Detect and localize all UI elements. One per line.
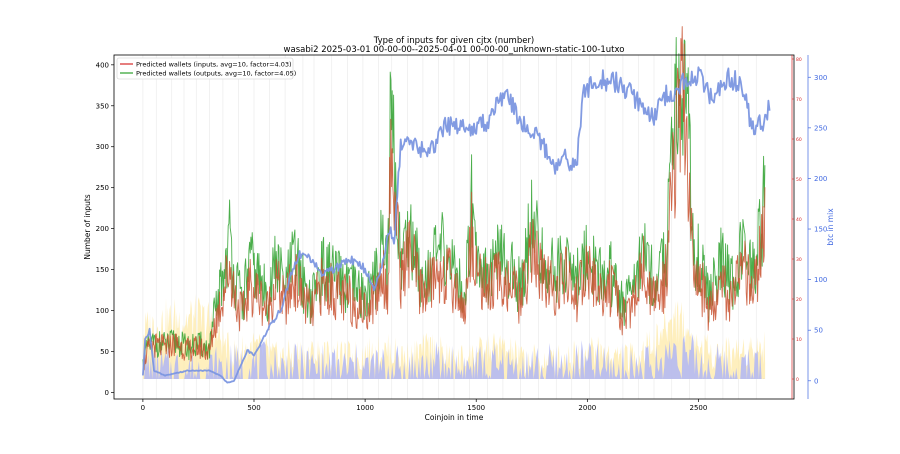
y2-axis-label: btc in mix bbox=[826, 208, 835, 246]
chart-subtitle: wasabi2 2025-03-01 00-00-00--2025-04-01 … bbox=[284, 45, 625, 55]
red-tick-label: 70 bbox=[796, 97, 802, 103]
blue-tick-label: 250 bbox=[814, 124, 827, 132]
red-tick-label: 50 bbox=[796, 177, 802, 183]
red-tick-label: 20 bbox=[796, 297, 802, 303]
y-tick-label: 200 bbox=[96, 225, 109, 233]
y-tick-label: 250 bbox=[96, 184, 109, 192]
red-tick-label: 40 bbox=[796, 217, 802, 223]
legend: Predicted wallets (inputs, avg=10, facto… bbox=[116, 57, 296, 80]
blue-tick-label: 300 bbox=[814, 74, 827, 82]
blue-tick-label: 100 bbox=[814, 276, 827, 284]
y-tick-label: 150 bbox=[96, 266, 109, 274]
y-axis-label: Number of inputs bbox=[83, 194, 92, 259]
lines-layer bbox=[142, 26, 771, 384]
x-tick-label: 2500 bbox=[690, 404, 708, 412]
background-bars-area bbox=[142, 334, 765, 379]
series-line-inputs bbox=[142, 26, 766, 375]
y-tick-label: 400 bbox=[96, 61, 109, 69]
red-tick-label: 30 bbox=[796, 257, 802, 263]
y-tick-label: 350 bbox=[96, 102, 109, 110]
y-tick-label: 50 bbox=[100, 348, 109, 356]
blue-tick-label: 50 bbox=[814, 327, 823, 335]
x-tick-label: 1500 bbox=[467, 404, 485, 412]
chart-title: Type of inputs for given cjtx (number) bbox=[373, 36, 535, 46]
legend-label-outputs: Predicted wallets (outputs, avg=10, fact… bbox=[136, 70, 296, 78]
x-tick-label: 1000 bbox=[356, 404, 374, 412]
blue-tick-label: 0 bbox=[814, 377, 818, 385]
blue-tick-label: 200 bbox=[814, 175, 827, 183]
red-tick-label: 60 bbox=[796, 137, 802, 143]
series-line-outputs bbox=[142, 36, 766, 371]
series-line-btc-in-mix bbox=[142, 66, 771, 384]
x-tick-label: 0 bbox=[141, 404, 145, 412]
blue-tick-label: 150 bbox=[814, 226, 827, 234]
x-tick-label: 500 bbox=[247, 404, 260, 412]
y-tick-label: 100 bbox=[96, 307, 109, 315]
x-axis-label: Coinjoin in time bbox=[425, 413, 484, 422]
plot-frame bbox=[113, 54, 795, 400]
legend-box bbox=[116, 57, 294, 80]
y-tick-label: 0 bbox=[105, 389, 109, 397]
x-tick-label: 2000 bbox=[578, 404, 596, 412]
legend-label-inputs: Predicted wallets (inputs, avg=10, facto… bbox=[136, 61, 292, 69]
red-tick-label: 10 bbox=[796, 337, 802, 343]
y-tick-label: 300 bbox=[96, 143, 109, 151]
red-tick-label: 0 bbox=[796, 377, 799, 383]
red-tick-label: 80 bbox=[796, 57, 802, 63]
